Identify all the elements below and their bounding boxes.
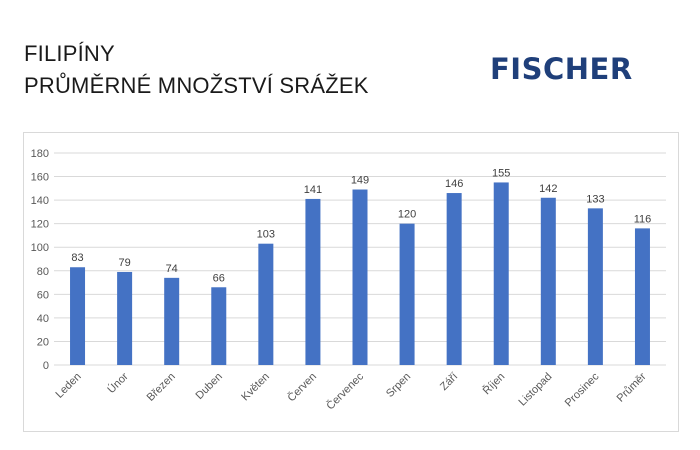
bar-7 — [399, 223, 415, 365]
bar-8 — [446, 193, 462, 365]
x-tick-label: Květen — [239, 371, 272, 404]
y-tick-label: 180 — [31, 148, 49, 160]
title-country: FILIPÍNY — [24, 41, 115, 66]
data-label: 120 — [398, 209, 416, 221]
bar-12 — [634, 228, 650, 365]
x-tick-label: Listopad — [517, 371, 555, 409]
bar-1 — [117, 271, 133, 365]
x-tick-label: Březen — [145, 371, 178, 404]
data-label: 79 — [118, 257, 130, 269]
x-tick-label: Duben — [193, 371, 224, 402]
data-label: 141 — [304, 184, 322, 196]
y-tick-label: 40 — [37, 313, 49, 325]
bar-chart: 0 20 40 60 80 100 120 140 160 180 83 Leden 79 Únor 74 B… — [31, 148, 666, 413]
x-tick-label: Průměr — [615, 370, 649, 404]
fischer-logo: FISCHER — [490, 52, 633, 86]
x-tick-label: Srpen — [384, 371, 413, 400]
x-tick-label: Říjen — [480, 370, 507, 397]
y-tick-label: 100 — [31, 242, 49, 254]
title-subject: PRŮMĚRNÉ MNOŽSTVÍ SRÁŽEK — [24, 73, 369, 98]
data-label: 74 — [166, 263, 178, 275]
bar-11 — [587, 208, 603, 365]
data-label: 146 — [445, 178, 463, 190]
y-tick-label: 140 — [31, 195, 49, 207]
data-label: 149 — [351, 175, 369, 187]
bar-0 — [70, 267, 86, 365]
x-tick-label: Červenec — [324, 370, 367, 413]
x-tick-label: Únor — [105, 370, 131, 396]
data-label: 142 — [539, 183, 557, 195]
y-tick-label: 60 — [37, 289, 49, 301]
x-tick-label: Prosinec — [563, 370, 602, 409]
x-tick-label: Leden — [54, 371, 84, 401]
bar-9 — [493, 182, 509, 365]
y-tick-label: 80 — [37, 266, 49, 278]
bar-2 — [164, 277, 180, 365]
x-tick-label: Září — [438, 371, 460, 393]
bar-5 — [305, 198, 321, 365]
chart-area: 0 20 40 60 80 100 120 140 160 180 83 Leden 79 Únor 74 B… — [23, 132, 679, 432]
y-tick-label: 20 — [37, 336, 49, 348]
data-label: 133 — [586, 193, 604, 205]
x-tick-label: Červen — [285, 370, 319, 404]
bar-6 — [352, 189, 368, 365]
data-label: 66 — [213, 272, 225, 284]
data-label: 103 — [257, 229, 275, 241]
bar-3 — [211, 287, 227, 365]
data-label: 83 — [71, 252, 83, 264]
y-tick-label: 120 — [31, 219, 49, 231]
data-label: 116 — [634, 213, 652, 225]
bar-4 — [258, 243, 274, 365]
y-tick-label: 160 — [31, 172, 49, 184]
chart-title: FILIPÍNY PRŮMĚRNÉ MNOŽSTVÍ SRÁŽEK — [24, 38, 369, 102]
data-label: 155 — [492, 167, 510, 179]
y-tick-label: 0 — [43, 360, 49, 372]
bar-10 — [540, 197, 556, 365]
